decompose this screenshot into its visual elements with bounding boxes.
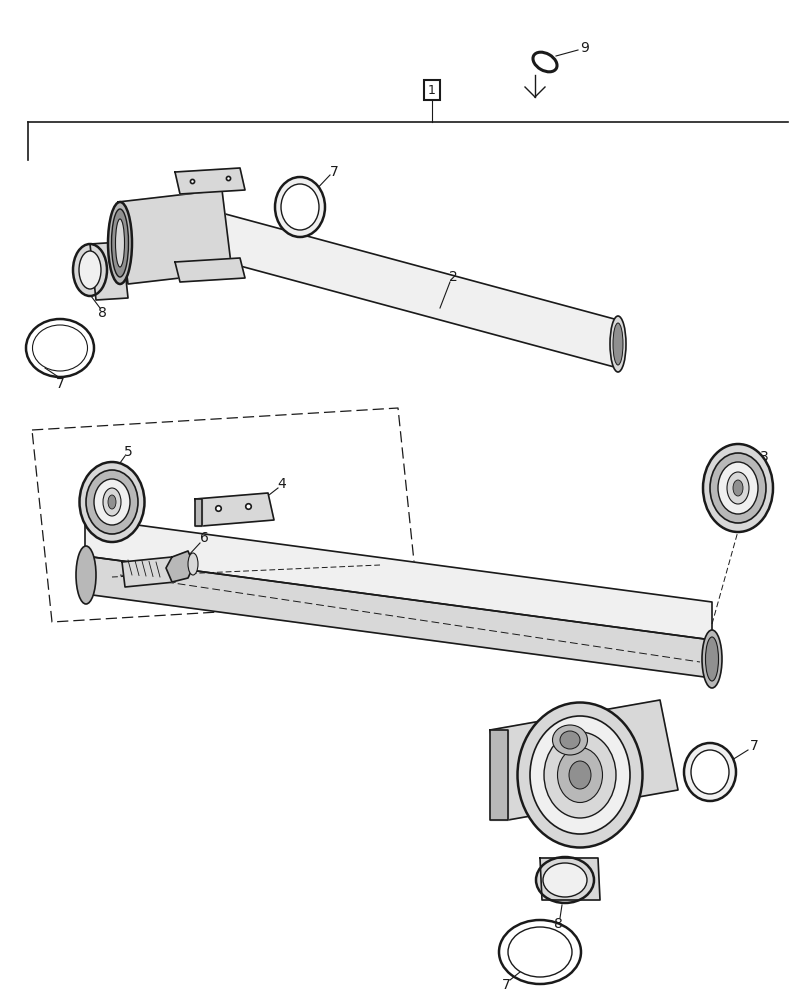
Ellipse shape (103, 488, 121, 516)
Ellipse shape (683, 743, 735, 801)
Text: 2: 2 (448, 270, 457, 284)
Polygon shape (195, 493, 273, 526)
Ellipse shape (79, 462, 144, 542)
Text: 1: 1 (427, 84, 436, 97)
Polygon shape (175, 258, 245, 282)
Polygon shape (539, 858, 599, 900)
Polygon shape (90, 242, 128, 300)
Text: 5: 5 (123, 445, 132, 459)
Ellipse shape (569, 761, 590, 789)
Ellipse shape (32, 325, 88, 371)
Ellipse shape (79, 251, 101, 289)
Text: 7: 7 (749, 739, 757, 753)
Ellipse shape (275, 177, 324, 237)
Text: 4: 4 (277, 477, 286, 491)
Text: 7: 7 (501, 978, 510, 992)
Text: 9: 9 (580, 41, 589, 55)
Ellipse shape (543, 732, 616, 818)
Ellipse shape (530, 716, 629, 834)
Polygon shape (195, 499, 202, 526)
Text: 3: 3 (758, 450, 767, 464)
Polygon shape (175, 168, 245, 194)
Text: 6: 6 (200, 531, 208, 545)
Ellipse shape (709, 453, 765, 523)
Ellipse shape (551, 725, 587, 755)
Text: 7: 7 (56, 377, 64, 391)
Ellipse shape (108, 202, 132, 284)
Ellipse shape (108, 495, 116, 509)
Ellipse shape (705, 637, 718, 681)
Ellipse shape (281, 184, 319, 230)
Ellipse shape (188, 553, 198, 575)
Polygon shape (85, 556, 711, 678)
Ellipse shape (702, 444, 772, 532)
Ellipse shape (111, 209, 128, 277)
Ellipse shape (535, 857, 594, 903)
Ellipse shape (94, 479, 130, 525)
Ellipse shape (508, 927, 571, 977)
Ellipse shape (76, 546, 96, 604)
Polygon shape (85, 518, 711, 640)
Polygon shape (122, 557, 175, 587)
Ellipse shape (702, 630, 721, 688)
Ellipse shape (690, 750, 728, 794)
Polygon shape (165, 551, 194, 582)
Ellipse shape (612, 323, 622, 365)
Ellipse shape (73, 244, 107, 296)
Ellipse shape (543, 863, 586, 897)
Ellipse shape (86, 470, 138, 534)
Ellipse shape (726, 472, 748, 504)
Ellipse shape (609, 316, 625, 372)
Ellipse shape (557, 747, 602, 802)
Polygon shape (489, 700, 677, 820)
Ellipse shape (560, 731, 579, 749)
Polygon shape (217, 212, 617, 368)
Text: 7: 7 (329, 165, 338, 179)
Ellipse shape (732, 480, 742, 496)
Text: 8: 8 (553, 917, 562, 931)
Polygon shape (489, 730, 508, 820)
Ellipse shape (517, 702, 642, 847)
Ellipse shape (115, 219, 124, 267)
Text: 8: 8 (97, 306, 106, 320)
Polygon shape (118, 190, 232, 284)
Ellipse shape (717, 462, 757, 514)
